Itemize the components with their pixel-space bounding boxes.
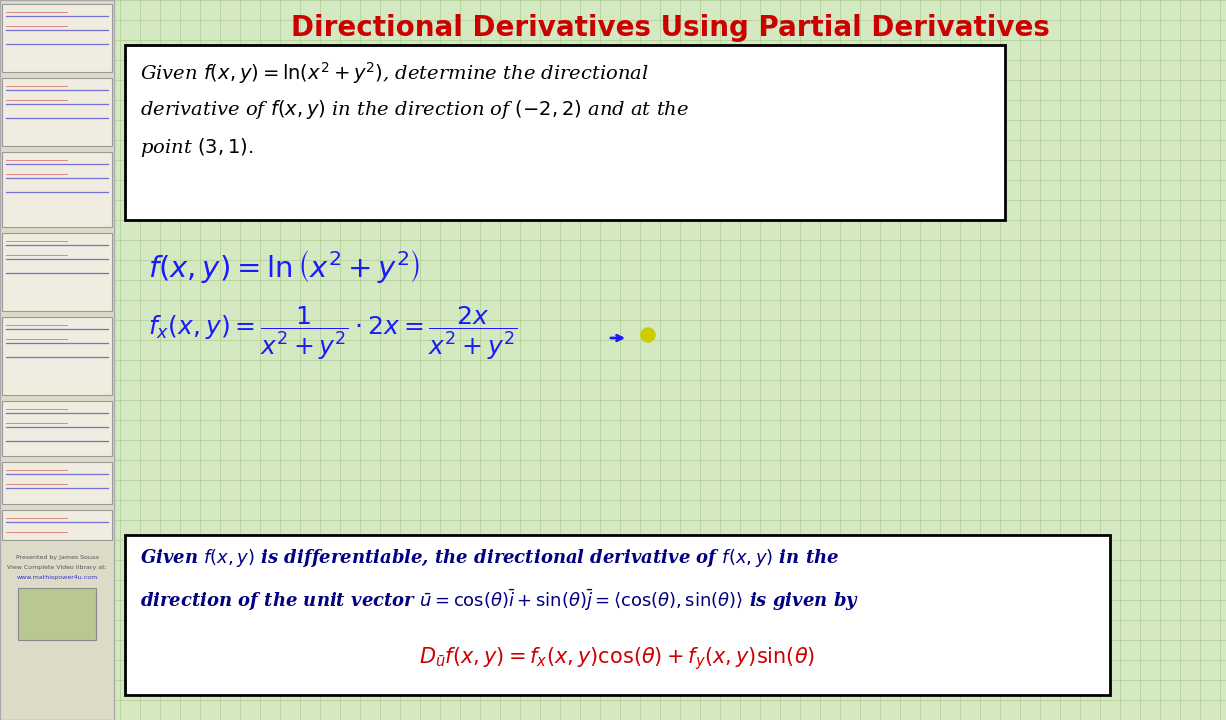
Text: Given $f(x,y) = \ln(x^2 + y^2)$, determine the directional: Given $f(x,y) = \ln(x^2 + y^2)$, determi… <box>140 60 649 86</box>
Text: direction of the unit vector $\bar{u} = \cos(\theta)\bar{i} + \sin(\theta)\bar{j: direction of the unit vector $\bar{u} = … <box>140 587 859 613</box>
Text: Directional Derivatives Using Partial Derivatives: Directional Derivatives Using Partial De… <box>291 14 1049 42</box>
Text: $f_x(x,y) = \dfrac{1}{x^2+y^2} \cdot 2x = \dfrac{2x}{x^2+y^2}$: $f_x(x,y) = \dfrac{1}{x^2+y^2} \cdot 2x … <box>148 305 517 362</box>
Bar <box>2 462 112 504</box>
Text: derivative of $f(x, y)$ in the direction of $(-2, 2)$ and at the: derivative of $f(x, y)$ in the direction… <box>140 98 689 121</box>
Bar <box>2 78 112 146</box>
Bar <box>125 45 1005 220</box>
Bar <box>0 0 114 720</box>
Bar <box>2 401 112 456</box>
Text: Presented by James Sousa: Presented by James Sousa <box>16 555 98 560</box>
Circle shape <box>641 328 655 342</box>
Text: www.mathispower4u.com: www.mathispower4u.com <box>16 575 98 580</box>
Bar <box>2 4 112 72</box>
Bar <box>2 233 112 311</box>
Text: $f(x,y) = \ln\left(x^2+y^2\right)$: $f(x,y) = \ln\left(x^2+y^2\right)$ <box>148 248 421 285</box>
Bar <box>18 588 96 640</box>
Text: Given $f(x,y)$ is differentiable, the directional derivative of $f(x, y)$ in the: Given $f(x,y)$ is differentiable, the di… <box>140 547 840 569</box>
Bar <box>2 152 112 227</box>
Bar <box>2 510 112 540</box>
Bar <box>125 535 1110 695</box>
Text: $D_{\bar{u}}f(x,y) = f_x(x,y)\cos(\theta) + f_y(x,y)\sin(\theta)$: $D_{\bar{u}}f(x,y) = f_x(x,y)\cos(\theta… <box>419 645 815 672</box>
Text: point $(3,1).$: point $(3,1).$ <box>140 136 254 159</box>
Bar <box>2 317 112 395</box>
Text: View Complete Video library at:: View Complete Video library at: <box>7 565 107 570</box>
